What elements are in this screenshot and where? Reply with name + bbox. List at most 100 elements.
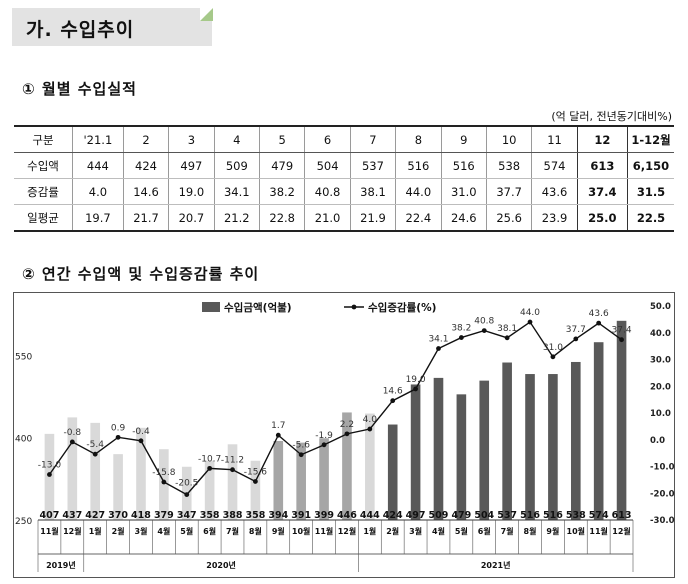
bar-value-label: 388 <box>223 510 243 521</box>
col-header: 7 <box>350 125 397 153</box>
bar-value-label: 427 <box>85 510 105 521</box>
bar-value-label: 444 <box>360 510 380 521</box>
table-row: 증감률 4.0 14.6 19.0 34.1 38.2 40.8 38.1 44… <box>14 178 674 205</box>
table-cell: 37.7 <box>486 178 533 205</box>
bar-value-label: 424 <box>383 510 403 521</box>
table-cell: 613 <box>577 152 629 179</box>
growth-rate-label: -5.4 <box>86 440 104 450</box>
growth-rate-label: 38.1 <box>497 324 517 334</box>
bar <box>456 394 467 520</box>
growth-rate-label: -15.8 <box>152 468 176 478</box>
x-tick-label: 7월 <box>226 526 239 536</box>
x-tick-label: 1월 <box>89 526 102 536</box>
table-cell: 22.5 <box>627 204 674 232</box>
x-tick-label: 6월 <box>478 526 491 536</box>
growth-rate-point <box>115 434 121 440</box>
folded-corner-icon <box>200 8 213 21</box>
bar <box>570 361 581 520</box>
x-tick-label: 12월 <box>612 526 631 536</box>
growth-rate-label: -1.9 <box>315 431 333 441</box>
growth-rate-point <box>550 354 556 360</box>
year-group-label: 2019년 <box>46 560 76 570</box>
x-tick-label: 3월 <box>409 526 422 536</box>
growth-rate-label: -20.5 <box>175 479 198 489</box>
table-cell: 44.0 <box>395 178 442 205</box>
bar <box>204 460 215 520</box>
growth-rate-point <box>413 386 418 392</box>
bar-value-label: 497 <box>406 510 426 521</box>
table-cell: 509 <box>214 152 260 179</box>
bar <box>342 412 352 520</box>
table-cell: 24.6 <box>441 204 487 232</box>
right-axis-tick-label: 40.0 <box>650 329 671 339</box>
x-tick-label: 7월 <box>501 526 514 536</box>
bar-value-label: 379 <box>154 510 174 521</box>
bar-value-label: 574 <box>589 510 609 521</box>
bar-value-label: 347 <box>177 510 197 521</box>
x-tick-label: 4월 <box>157 526 170 536</box>
col-header: 6 <box>304 125 351 153</box>
growth-rate-label: 14.6 <box>383 387 403 397</box>
right-axis-tick-label: 0.0 <box>650 436 665 446</box>
table-cell: 516 <box>395 152 442 179</box>
bar <box>365 413 375 520</box>
table-cell: 4.0 <box>72 178 124 205</box>
table-cell: 21.9 <box>350 204 397 232</box>
x-tick-label: 8월 <box>249 526 262 536</box>
bar <box>525 374 535 520</box>
growth-rate-label: 44.0 <box>520 308 540 318</box>
bar-value-label: 418 <box>131 510 151 521</box>
x-tick-label: 9월 <box>272 526 285 536</box>
growth-rate-point <box>92 451 98 457</box>
table-cell: 25.6 <box>486 204 533 232</box>
legend-bar-label: 수입금액(억불) <box>224 301 292 314</box>
growth-rate-point <box>275 432 281 438</box>
section-title: 가. 수입추이 <box>26 19 135 41</box>
x-tick-label: 5월 <box>455 526 468 536</box>
growth-rate-point <box>504 335 510 341</box>
growth-rate-point <box>69 439 75 445</box>
right-axis-tick-label: 30.0 <box>650 356 671 366</box>
x-tick-label: 2월 <box>386 526 399 536</box>
table-cell: 537 <box>350 152 397 179</box>
bar-value-label: 538 <box>566 510 586 521</box>
bar <box>593 342 604 520</box>
bar-value-label: 391 <box>291 510 311 521</box>
monthly-imports-table: 구분 '21.1 2 3 4 5 6 7 8 9 10 11 12 1-12월 … <box>14 125 674 232</box>
right-axis-tick-label: -20.0 <box>650 489 675 499</box>
table-cell: 21.0 <box>304 204 351 232</box>
bar <box>410 384 421 520</box>
growth-rate-point <box>596 320 602 326</box>
col-header: '21.1 <box>72 125 124 153</box>
table-header-row: 구분 '21.1 2 3 4 5 6 7 8 9 10 11 12 1-12월 <box>14 125 674 153</box>
growth-rate-point <box>321 442 327 448</box>
growth-rate-label: 37.7 <box>566 325 586 335</box>
bar-value-label: 479 <box>451 510 471 521</box>
table-cell: 22.8 <box>259 204 306 232</box>
table-cell: 38.1 <box>350 178 397 205</box>
growth-rate-label: 31.0 <box>543 343 563 353</box>
table-cell: 21.7 <box>123 204 170 232</box>
table-cell: 40.8 <box>304 178 351 205</box>
growth-rate-point <box>184 492 190 497</box>
bar <box>433 377 444 520</box>
table-cell: 23.9 <box>531 204 578 232</box>
bar <box>90 422 101 520</box>
table-cell: 504 <box>304 152 351 179</box>
row-label: 증감률 <box>14 178 73 205</box>
bar <box>548 374 558 520</box>
right-axis-tick-label: -30.0 <box>650 516 675 526</box>
growth-rate-point <box>436 346 441 351</box>
col-header: 2 <box>123 125 170 153</box>
table-cell: 14.6 <box>123 178 170 205</box>
growth-rate-point <box>573 336 579 342</box>
legend-line-label: 수입증감률(%) <box>368 301 436 314</box>
left-axis-tick-label: 550 <box>15 352 32 362</box>
col-header: 9 <box>441 125 487 153</box>
col-header: 1-12월 <box>627 125 674 153</box>
table-cell: 43.6 <box>531 178 578 205</box>
growth-rate-label: 4.0 <box>363 415 378 425</box>
growth-rate-label: -15.6 <box>244 467 268 477</box>
section-title-box: 가. 수입추이 <box>12 8 212 46</box>
table-cell: 538 <box>486 152 533 179</box>
